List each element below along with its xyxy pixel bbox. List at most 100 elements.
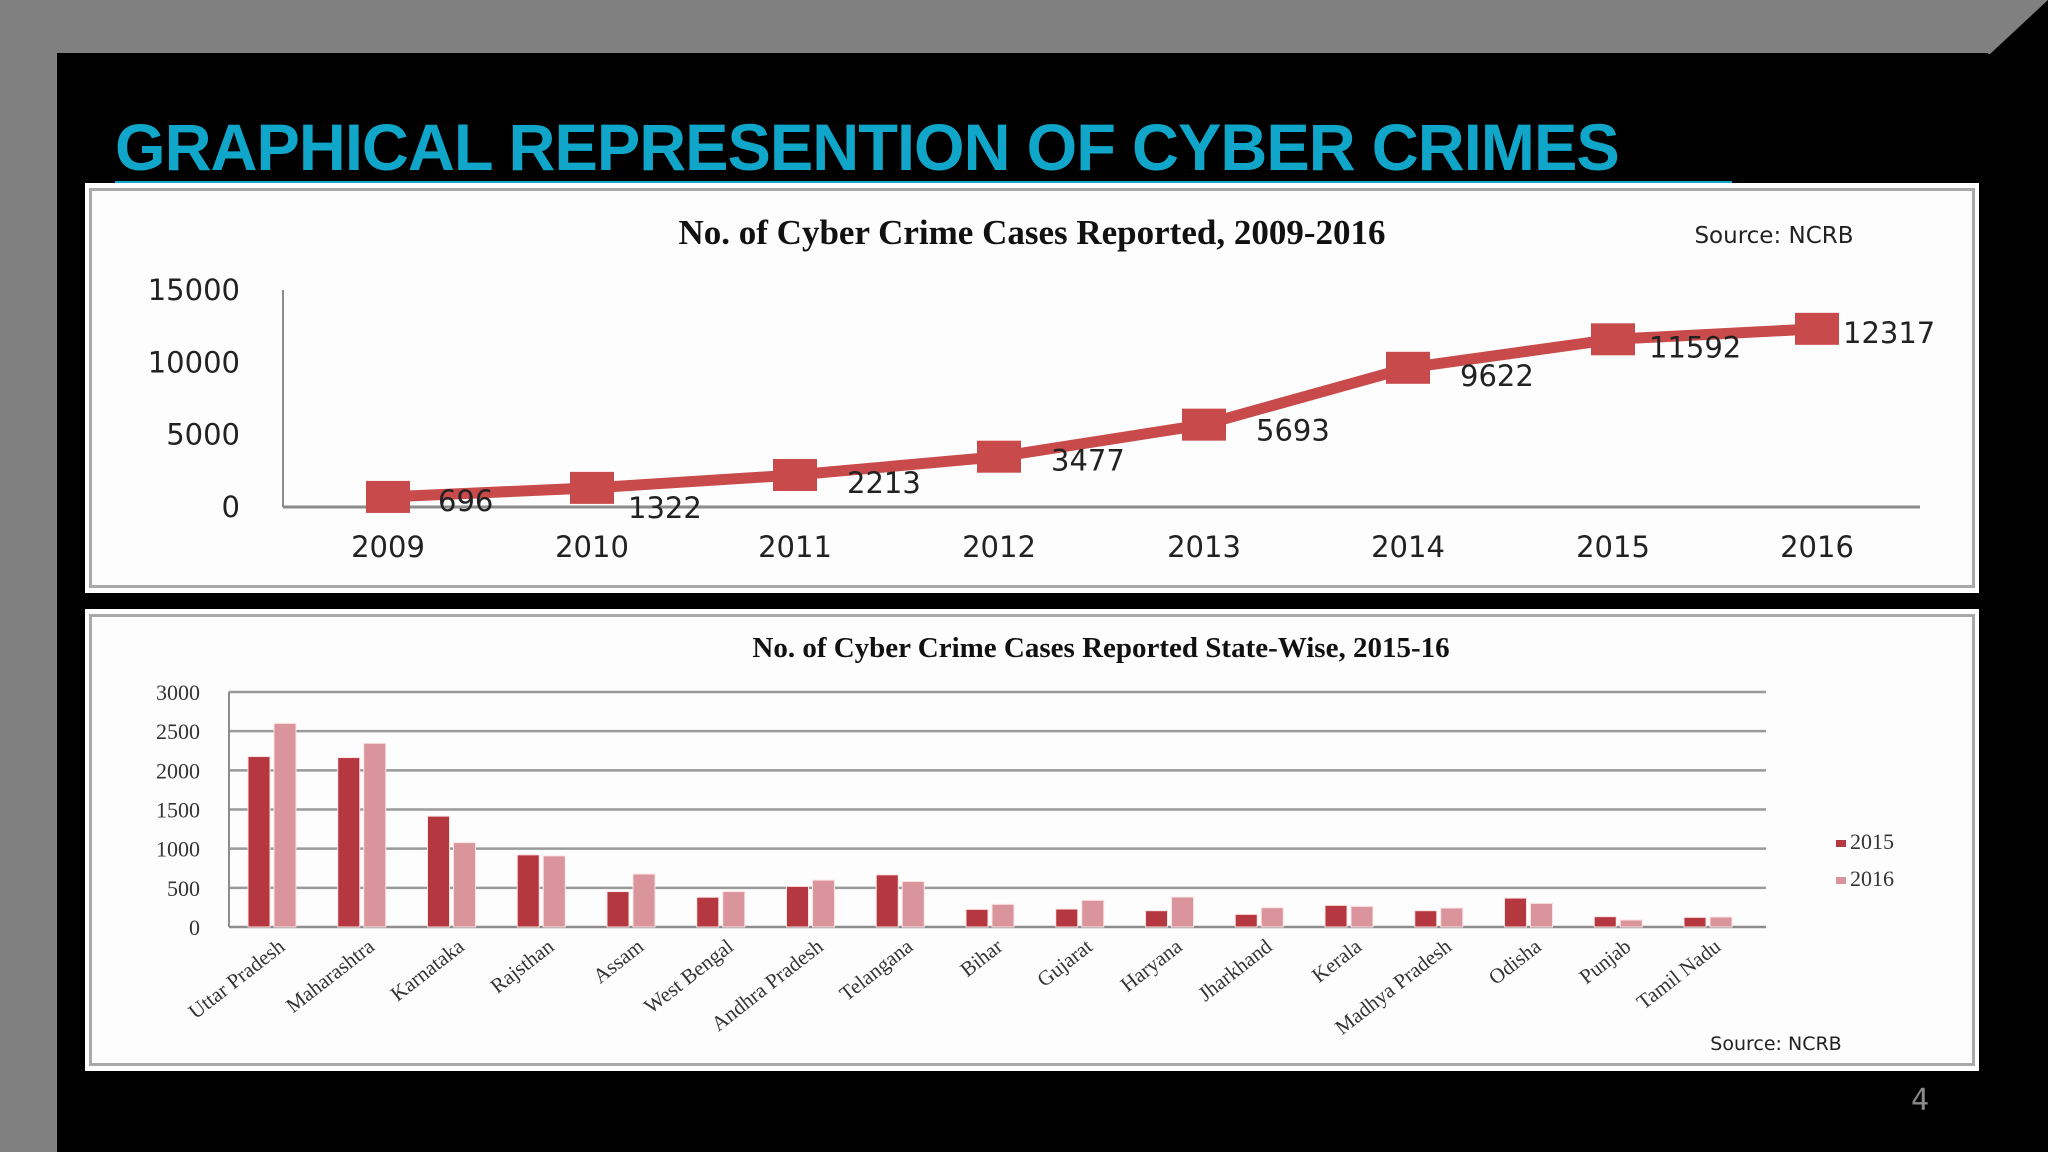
bar-2016 xyxy=(1530,902,1553,928)
data-label: 2213 xyxy=(847,466,921,500)
data-point-marker xyxy=(1386,351,1430,384)
bar-2015 xyxy=(516,854,540,928)
data-label: 11592 xyxy=(1649,330,1741,364)
slide-corner-bevel xyxy=(1988,0,2048,54)
category-label: Tamil Nadu xyxy=(1632,934,1726,1014)
y-tick-label: 2500 xyxy=(156,719,200,744)
data-label: 9622 xyxy=(1460,359,1534,393)
data-label: 5693 xyxy=(1256,414,1330,448)
bar-2016 xyxy=(901,880,925,928)
bar-2015 xyxy=(1504,897,1527,928)
legend-label-2015: 2015 xyxy=(1850,829,1894,854)
legend-swatch-2015 xyxy=(1836,840,1846,847)
bar-2015 xyxy=(427,815,450,928)
data-point-marker xyxy=(977,440,1021,473)
data-point-marker xyxy=(366,480,410,513)
bar-2016 xyxy=(812,879,835,928)
category-label: Karnataka xyxy=(386,934,469,1006)
data-label: 696 xyxy=(438,484,493,518)
category-label: Haryana xyxy=(1116,934,1187,997)
x-tick-label: 2013 xyxy=(1167,530,1241,564)
line-series xyxy=(387,323,1818,503)
bar-2015 xyxy=(1234,913,1258,928)
legend-swatch-2016 xyxy=(1836,877,1846,884)
page-number: 4 xyxy=(1910,1083,1930,1118)
category-label: Bihar xyxy=(956,934,1008,982)
x-tick-label: 2009 xyxy=(351,530,425,564)
bar-2016 xyxy=(632,873,656,928)
bar-2016 xyxy=(1171,896,1194,928)
title-underline xyxy=(115,181,1732,184)
bar-2016 xyxy=(453,842,476,928)
bar-2015 xyxy=(875,874,899,928)
bar-2015 xyxy=(247,756,271,928)
y-tick-label: 5000 xyxy=(166,418,240,452)
x-tick-label: 2015 xyxy=(1576,530,1650,564)
bar-chart-title: No. of Cyber Crime Cases Reported State-… xyxy=(752,632,1449,664)
data-point-marker xyxy=(570,471,614,504)
bar-2016 xyxy=(273,722,297,928)
y-tick-label: 15000 xyxy=(148,273,240,307)
bar-2015 xyxy=(606,891,630,928)
line-chart-border xyxy=(89,188,1975,588)
category-label: Jharkhand xyxy=(1194,934,1277,1006)
category-label: Punjab xyxy=(1575,934,1636,989)
data-label: 12317 xyxy=(1843,316,1935,350)
bar-2016 xyxy=(722,891,746,928)
bar-2015 xyxy=(1324,904,1348,928)
line-chart: No. of Cyber Crime Cases Reported, 2009-… xyxy=(148,213,1936,564)
x-tick-label: 2011 xyxy=(758,530,832,564)
bar-2015 xyxy=(1593,916,1617,928)
line-chart-panel: No. of Cyber Crime Cases Reported, 2009-… xyxy=(85,183,1979,593)
bar-2016 xyxy=(1350,905,1374,928)
bar-2016 xyxy=(1440,907,1464,928)
bar-2016 xyxy=(363,742,387,928)
bar-2016 xyxy=(1260,907,1284,928)
bar-chart: No. of Cyber Crime Cases Reported State-… xyxy=(156,632,1894,1055)
x-tick-label: 2012 xyxy=(962,530,1036,564)
line-chart-source: Source: NCRB xyxy=(1694,223,1853,249)
data-point-marker xyxy=(1795,312,1839,345)
bar-2015 xyxy=(1683,916,1707,928)
y-tick-label: 500 xyxy=(167,876,200,901)
category-label: Uttar Pradesh xyxy=(184,934,290,1024)
bar-2016 xyxy=(1081,899,1105,928)
category-label: Maharashtra xyxy=(281,934,379,1018)
bar-2015 xyxy=(337,757,361,928)
y-tick-label: 1000 xyxy=(156,837,200,862)
bar-2015 xyxy=(786,885,809,928)
bar-2016 xyxy=(1619,919,1643,928)
y-tick-label: 0 xyxy=(189,915,200,940)
y-tick-label: 2000 xyxy=(156,758,200,783)
bar-2015 xyxy=(1055,908,1079,928)
y-tick-label: 10000 xyxy=(148,345,240,379)
data-label: 3477 xyxy=(1051,444,1125,478)
bar-2016 xyxy=(542,855,566,928)
bar-2015 xyxy=(965,908,989,928)
slide-title: GRAPHICAL REPRESENTION OF CYBER CRIMES xyxy=(115,110,1620,184)
category-label: Assam xyxy=(588,934,648,988)
legend-label-2016: 2016 xyxy=(1850,866,1894,891)
bar-2015 xyxy=(696,896,720,928)
category-label: Kerala xyxy=(1307,934,1366,988)
category-label: Gujarat xyxy=(1032,934,1097,992)
bar-2016 xyxy=(1709,916,1733,928)
x-tick-label: 2010 xyxy=(555,530,629,564)
bar-2015 xyxy=(1145,910,1168,928)
bar-2015 xyxy=(1414,910,1438,928)
category-label: Odisha xyxy=(1484,934,1546,990)
y-tick-label: 1500 xyxy=(156,798,200,823)
category-label: Telangana xyxy=(835,934,918,1006)
data-point-marker xyxy=(1182,408,1226,441)
bar-2016 xyxy=(991,903,1015,928)
bar-chart-border xyxy=(89,614,1975,1066)
x-tick-label: 2016 xyxy=(1780,530,1854,564)
bar-chart-source: Source: NCRB xyxy=(1710,1033,1841,1055)
bar-chart-panel: No. of Cyber Crime Cases Reported State-… xyxy=(85,609,1979,1071)
y-tick-label: 0 xyxy=(222,490,240,524)
data-label: 1322 xyxy=(628,491,702,525)
x-tick-label: 2014 xyxy=(1371,530,1445,564)
data-point-marker xyxy=(773,458,817,491)
data-point-marker xyxy=(1591,323,1635,356)
line-chart-title: No. of Cyber Crime Cases Reported, 2009-… xyxy=(678,213,1385,252)
